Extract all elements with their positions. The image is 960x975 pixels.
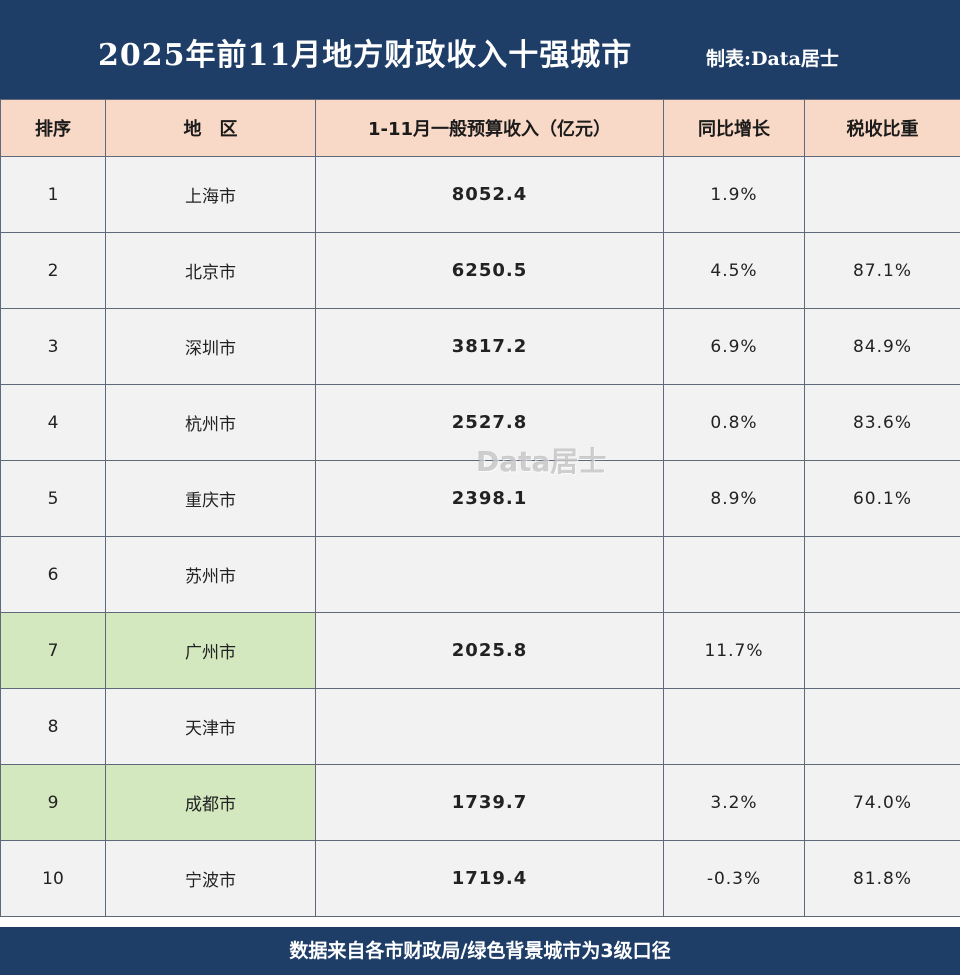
revenue-cell: 2025.8 xyxy=(315,612,664,689)
revenue-cell xyxy=(315,688,664,765)
growth-cell: 0.8% xyxy=(663,384,805,461)
growth-cell: 1.9% xyxy=(663,156,805,233)
city-cell: 重庆市 xyxy=(105,460,316,537)
growth-cell: 6.9% xyxy=(663,308,805,385)
rank-cell: 4 xyxy=(0,384,106,461)
table-row: 5 重庆市 2398.1 8.9% 60.1% xyxy=(0,460,960,537)
rank-cell: 5 xyxy=(0,460,106,537)
rank-cell: 7 xyxy=(0,612,106,689)
growth-cell xyxy=(663,536,805,613)
revenue-cell: 3817.2 xyxy=(315,308,664,385)
revenue-cell xyxy=(315,536,664,613)
growth-cell: 4.5% xyxy=(663,232,805,309)
tax-share-cell: 74.0% xyxy=(804,764,960,841)
column-header-growth: 同比增长 xyxy=(663,99,805,157)
rank-cell: 3 xyxy=(0,308,106,385)
table-row: 6 苏州市 xyxy=(0,536,960,613)
rank-cell: 9 xyxy=(0,764,106,841)
tax-share-cell: 84.9% xyxy=(804,308,960,385)
revenue-cell: 1719.4 xyxy=(315,840,664,917)
tax-share-cell xyxy=(804,688,960,765)
column-header-revenue: 1-11月一般预算收入（亿元） xyxy=(315,99,664,157)
city-cell: 上海市 xyxy=(105,156,316,233)
column-header-rank: 排序 xyxy=(0,99,106,157)
rank-cell: 1 xyxy=(0,156,106,233)
column-header-tax-share: 税收比重 xyxy=(804,99,960,157)
watermark: Data居士 xyxy=(476,445,607,478)
growth-cell: 3.2% xyxy=(663,764,805,841)
revenue-cell: 2398.1 xyxy=(315,460,664,537)
city-cell: 宁波市 xyxy=(105,840,316,917)
growth-cell: -0.3% xyxy=(663,840,805,917)
table-body: 1 上海市 8052.4 1.9% 2 北京市 6250.5 4.5% 87.1% 3 深圳市 381… xyxy=(0,156,960,917)
city-cell: 深圳市 xyxy=(105,308,316,385)
table-row: 3 深圳市 3817.2 6.9% 84.9% xyxy=(0,308,960,385)
tax-share-cell xyxy=(804,536,960,613)
ranking-table: 排序 地 区 1-11月一般预算收入（亿元） 同比增长 税收比重 1 上海市 805… xyxy=(0,99,960,917)
table-row: 7 广州市 2025.8 11.7% xyxy=(0,612,960,689)
growth-cell xyxy=(663,688,805,765)
city-cell: 天津市 xyxy=(105,688,316,765)
tax-share-cell xyxy=(804,612,960,689)
rank-cell: 2 xyxy=(0,232,106,309)
footer-note: 数据来自各市财政局/绿色背景城市为3级口径 xyxy=(0,927,960,975)
table-row: 2 北京市 6250.5 4.5% 87.1% xyxy=(0,232,960,309)
tax-share-cell: 60.1% xyxy=(804,460,960,537)
growth-cell: 11.7% xyxy=(663,612,805,689)
title-bar: 2025年前11月地方财政收入十强城市 制表:Data居士 xyxy=(0,0,960,99)
rank-cell: 6 xyxy=(0,536,106,613)
growth-cell: 8.9% xyxy=(663,460,805,537)
revenue-cell: 8052.4 xyxy=(315,156,664,233)
tax-share-cell: 83.6% xyxy=(804,384,960,461)
city-cell: 北京市 xyxy=(105,232,316,309)
city-cell: 广州市 xyxy=(105,612,316,689)
page-title: 2025年前11月地方财政收入十强城市 xyxy=(98,38,633,73)
revenue-cell: 6250.5 xyxy=(315,232,664,309)
city-cell: 苏州市 xyxy=(105,536,316,613)
table-row: 1 上海市 8052.4 1.9% xyxy=(0,156,960,233)
revenue-cell: 2527.8 xyxy=(315,384,664,461)
tax-share-cell: 87.1% xyxy=(804,232,960,309)
city-cell: 成都市 xyxy=(105,764,316,841)
tax-share-cell xyxy=(804,156,960,233)
column-header-region: 地 区 xyxy=(105,99,316,157)
header-row: 排序 地 区 1-11月一般预算收入（亿元） 同比增长 税收比重 xyxy=(0,99,960,157)
tax-share-cell: 81.8% xyxy=(804,840,960,917)
rank-cell: 10 xyxy=(0,840,106,917)
rank-cell: 8 xyxy=(0,688,106,765)
table-row: 10 宁波市 1719.4 -0.3% 81.8% xyxy=(0,840,960,917)
revenue-cell: 1739.7 xyxy=(315,764,664,841)
author-credit: 制表:Data居士 xyxy=(706,48,839,70)
city-cell: 杭州市 xyxy=(105,384,316,461)
table-row: 9 成都市 1739.7 3.2% 74.0% xyxy=(0,764,960,841)
table-row: 8 天津市 xyxy=(0,688,960,765)
table-row: 4 杭州市 2527.8 0.8% 83.6% xyxy=(0,384,960,461)
